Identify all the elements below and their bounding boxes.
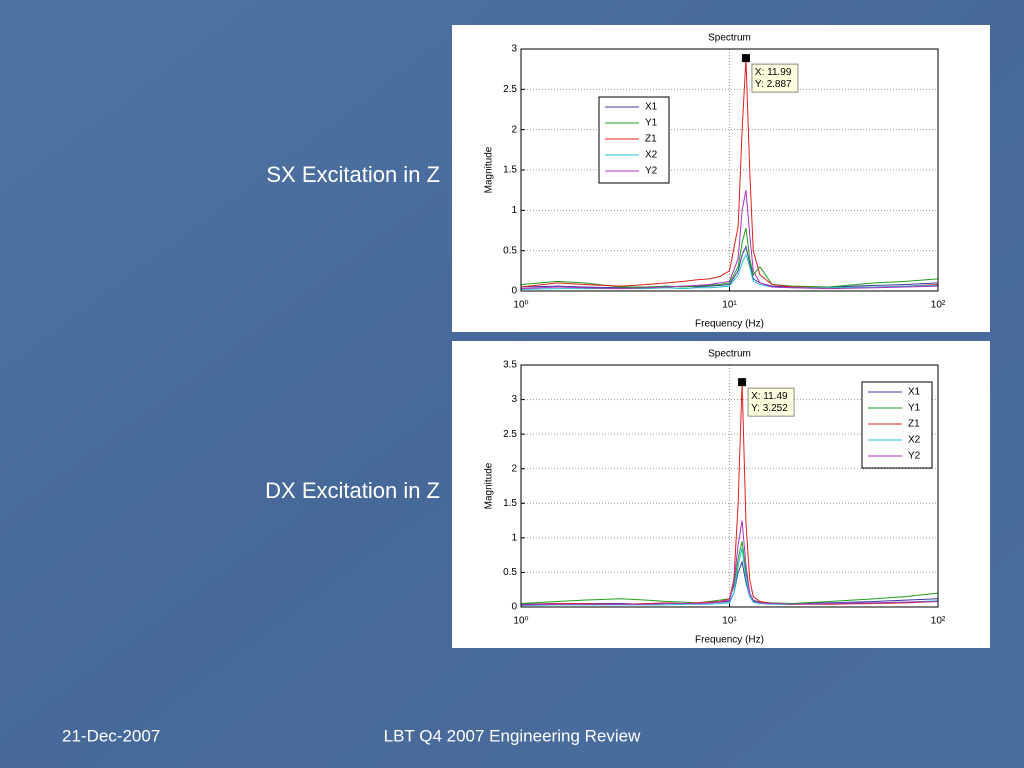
x-axis-label: Frequency (Hz) xyxy=(695,635,764,646)
x-tick-label: 10⁰ xyxy=(513,616,528,627)
y-axis-label: Magnitude xyxy=(484,146,495,193)
legend-label: Y1 xyxy=(645,118,658,129)
y-tick-label: 3 xyxy=(511,44,517,55)
footer-date: 21-Dec-2007 xyxy=(62,726,160,745)
series-line xyxy=(520,190,939,290)
side-label: SX Excitation in Z xyxy=(266,162,440,187)
legend-label: Z1 xyxy=(645,134,657,145)
legend-label: Y2 xyxy=(908,451,921,462)
y-tick-label: 0.5 xyxy=(503,245,517,256)
datatip-label: X: 11.99 xyxy=(755,67,792,78)
legend-label: X2 xyxy=(908,435,921,446)
series-line xyxy=(520,227,939,288)
plot-frame xyxy=(520,364,939,608)
y-tick-label: 2.5 xyxy=(503,429,517,440)
datatip-label: Y: 2.887 xyxy=(755,79,792,90)
y-axis-label: Magnitude xyxy=(484,462,495,509)
x-tick-label: 10¹ xyxy=(722,300,737,311)
chart-title: Spectrum xyxy=(708,33,751,44)
legend-label: Z1 xyxy=(908,419,920,430)
datatip-label: X: 11.49 xyxy=(751,391,788,402)
legend-label: X1 xyxy=(908,387,921,398)
y-tick-label: 0 xyxy=(511,602,517,613)
datatip-label: Y: 3.252 xyxy=(751,403,788,414)
legend-label: Y2 xyxy=(645,166,658,177)
legend-box xyxy=(861,381,933,469)
legend-label: X1 xyxy=(645,102,658,113)
y-tick-label: 1 xyxy=(511,532,517,543)
plot-frame xyxy=(520,48,939,292)
x-axis-label: Frequency (Hz) xyxy=(695,319,764,330)
datatip-box xyxy=(751,63,799,93)
chart: Spectrum Frequency (Hz) Magnitude 0 0.5 1 1.5 2… xyxy=(452,25,990,332)
y-tick-label: 2.5 xyxy=(503,84,517,95)
series-line xyxy=(520,520,939,606)
legend-label: Y1 xyxy=(908,403,921,414)
series-line xyxy=(520,58,939,289)
datatip-box xyxy=(747,387,795,417)
chart: Spectrum Frequency (Hz) Magnitude 0 0.5 1 1.5 2… xyxy=(452,341,990,648)
datatip-marker xyxy=(738,378,747,387)
y-tick-label: 2 xyxy=(511,124,517,135)
footer-title: LBT Q4 2007 Engineering Review xyxy=(384,726,641,745)
x-tick-label: 10² xyxy=(931,616,946,627)
side-label: DX Excitation in Z xyxy=(265,478,440,503)
series-line xyxy=(520,541,939,605)
y-tick-label: 1.5 xyxy=(503,165,517,176)
y-tick-label: 1 xyxy=(511,205,517,216)
y-tick-label: 3.5 xyxy=(503,360,517,371)
y-tick-label: 1.5 xyxy=(503,498,517,509)
x-tick-label: 10⁰ xyxy=(513,300,528,311)
y-tick-label: 3 xyxy=(511,394,517,405)
x-tick-label: 10¹ xyxy=(722,616,737,627)
x-tick-label: 10² xyxy=(931,300,946,311)
datatip-marker xyxy=(741,54,750,63)
legend-label: X2 xyxy=(645,150,658,161)
legend-box xyxy=(598,96,670,184)
y-tick-label: 2 xyxy=(511,463,517,474)
chart-title: Spectrum xyxy=(708,349,751,360)
y-tick-label: 0 xyxy=(511,286,517,297)
y-tick-label: 0.5 xyxy=(503,567,517,578)
